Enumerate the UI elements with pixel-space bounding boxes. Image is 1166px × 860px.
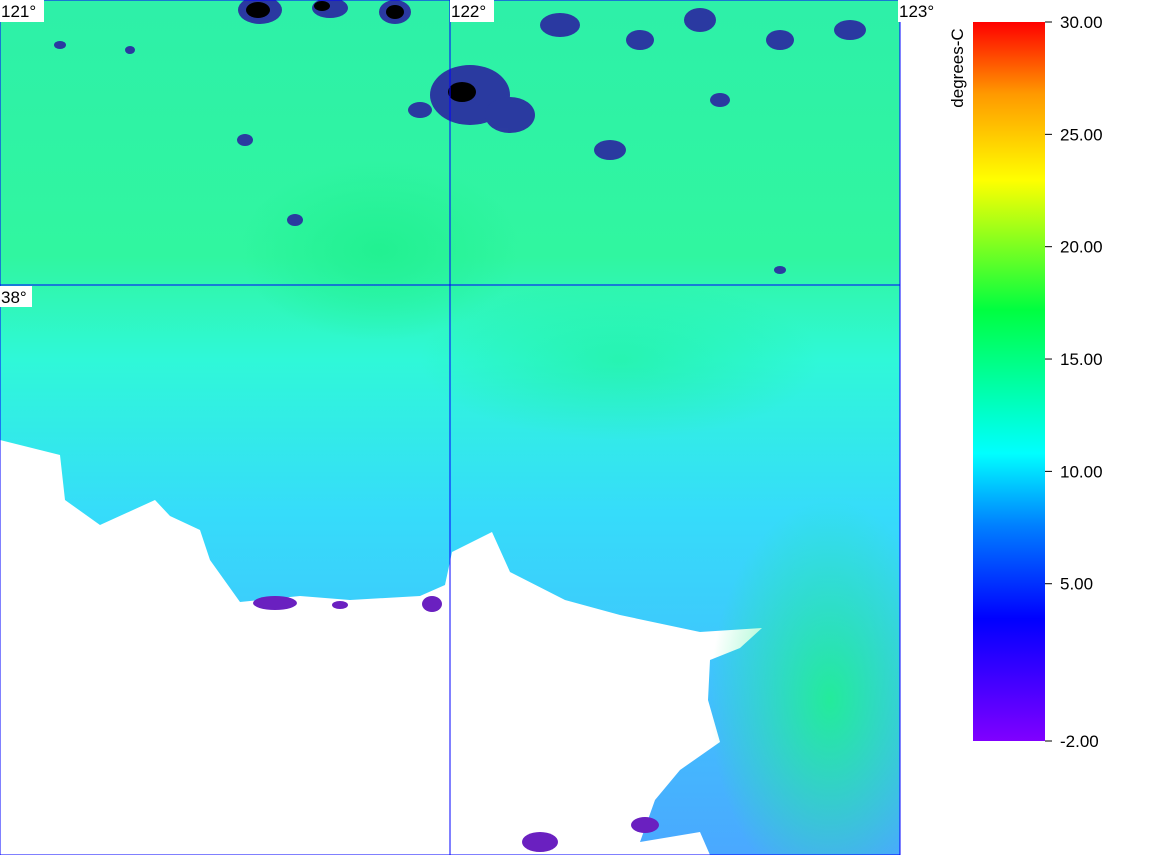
warm-patch: [420, 280, 820, 440]
colorbar-label: 5.00: [1060, 575, 1093, 594]
label-bg: [898, 0, 942, 22]
colorbar-label: 20.00: [1060, 238, 1103, 257]
colorbar-label: -2.00: [1060, 732, 1099, 751]
coldest-patches: [246, 1, 476, 102]
colorbar: [973, 22, 1045, 741]
label-bg: [450, 0, 494, 22]
lon-label: 123°: [899, 2, 934, 21]
lat-label: 38°: [1, 288, 27, 307]
colorbar-title: degrees-C: [948, 28, 967, 107]
colorbar-ticks: 30.00 25.00 20.00 15.00 10.00 5.00 -2.00: [1045, 13, 1103, 751]
colorbar-label: 10.00: [1060, 462, 1103, 481]
label-bg: [0, 286, 32, 307]
warm-patch: [710, 500, 900, 855]
sst-map: [0, 0, 900, 855]
label-bg: [0, 0, 44, 22]
coastal-cold: [253, 596, 659, 852]
colorbar-label: 25.00: [1060, 125, 1103, 144]
lon-label: 121°: [1, 2, 36, 21]
graticule: 121° 122° 123° 38°: [0, 0, 942, 855]
lon-label: 122°: [451, 2, 486, 21]
colorbar-label: 30.00: [1060, 13, 1103, 32]
colorbar-label: 15.00: [1060, 350, 1103, 369]
